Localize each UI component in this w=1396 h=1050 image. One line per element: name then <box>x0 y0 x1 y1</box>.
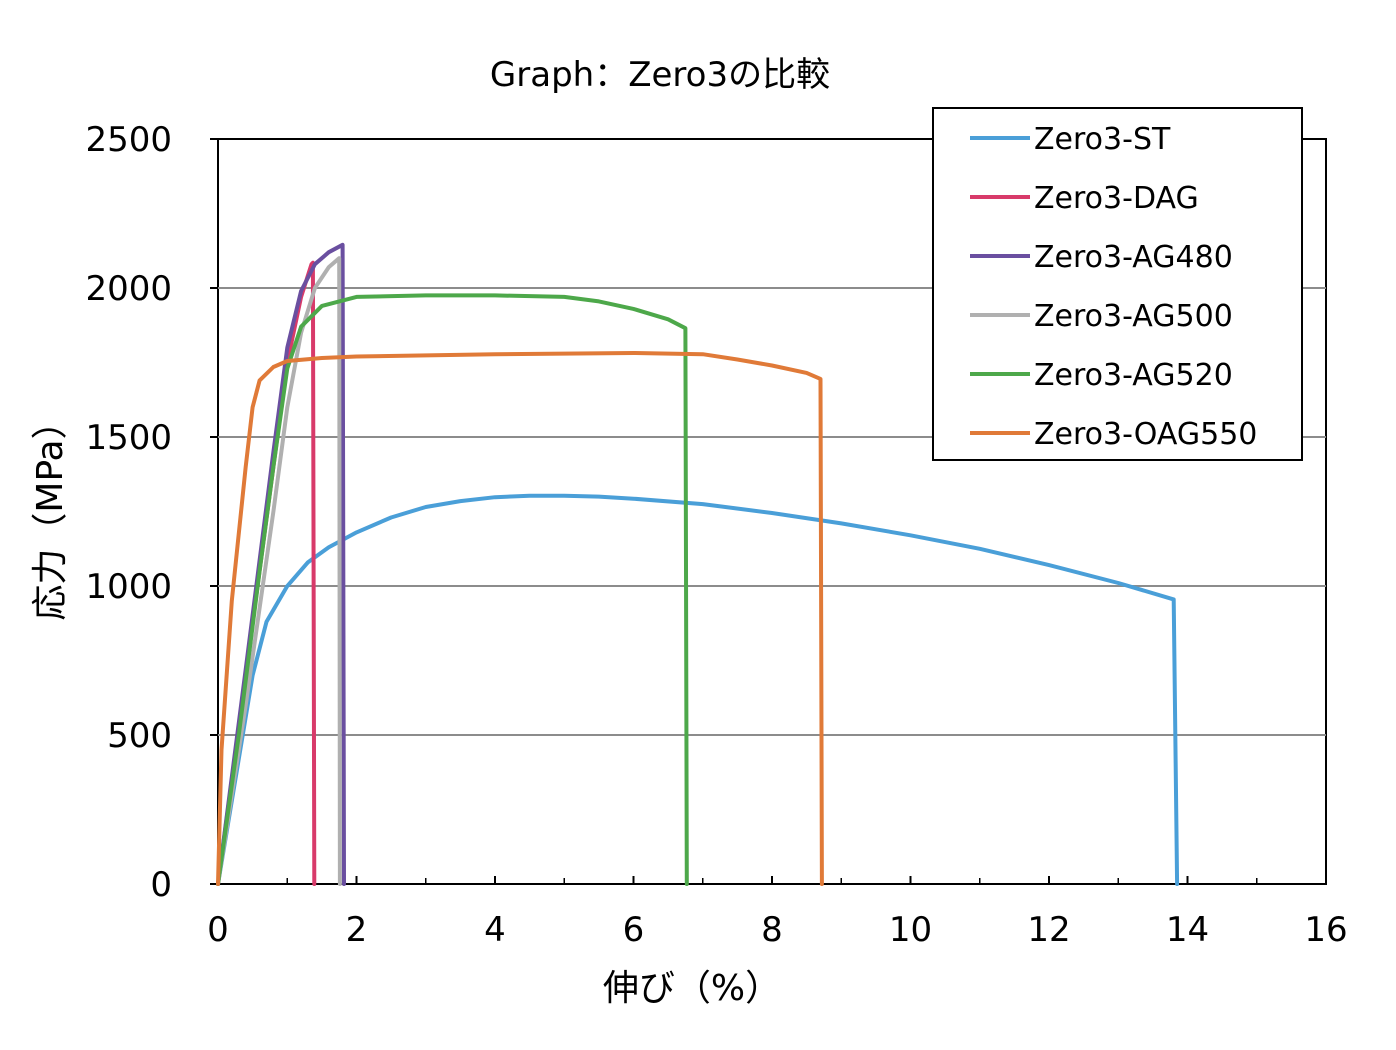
y-tick-label: 0 <box>150 865 172 905</box>
legend-label: Zero3-AG520 <box>1034 358 1233 393</box>
y-tick-label: 2500 <box>85 120 172 160</box>
x-axis-label: 伸び（%） <box>603 968 781 1009</box>
x-tick-label: 14 <box>1166 910 1209 950</box>
series-line-zero3-oag550 <box>216 351 824 886</box>
chart-title: Graph：Zero3の比較 <box>490 55 830 95</box>
x-tick-label: 0 <box>207 910 229 950</box>
y-axis-label: 応力（MPa） <box>30 403 71 620</box>
y-tick-label: 1000 <box>85 567 172 607</box>
y-tick-label: 2000 <box>85 269 172 309</box>
legend: Zero3-ST Zero3-DAG Zero3-AG480 Zero3-AG500 Z… <box>932 107 1303 461</box>
x-tick-label: 16 <box>1304 910 1347 950</box>
series-line-zero3-ag520 <box>216 293 689 886</box>
x-tick-label: 8 <box>761 910 783 950</box>
x-tick-label: 12 <box>1027 910 1070 950</box>
legend-label: Zero3-AG480 <box>1034 240 1233 275</box>
y-tick-label: 500 <box>107 716 172 756</box>
x-tick-label: 4 <box>484 910 506 950</box>
legend-label: Zero3-OAG550 <box>1034 417 1257 452</box>
x-tick-label: 10 <box>889 910 932 950</box>
series-lines <box>216 242 1180 886</box>
y-axis-ticks: 0 500 1000 1500 2000 2500 <box>85 120 218 905</box>
x-tick-label: 6 <box>623 910 645 950</box>
y-tick-label: 1500 <box>85 418 172 458</box>
legend-label: Zero3-ST <box>1034 122 1171 157</box>
series-line-zero3-st <box>216 493 1180 886</box>
legend-label: Zero3-AG500 <box>1034 299 1233 334</box>
legend-box <box>932 107 1303 461</box>
x-tick-label: 2 <box>346 910 368 950</box>
x-axis-ticks: 0 2 4 6 8 10 12 14 16 <box>207 876 1348 950</box>
legend-label: Zero3-DAG <box>1034 181 1199 216</box>
